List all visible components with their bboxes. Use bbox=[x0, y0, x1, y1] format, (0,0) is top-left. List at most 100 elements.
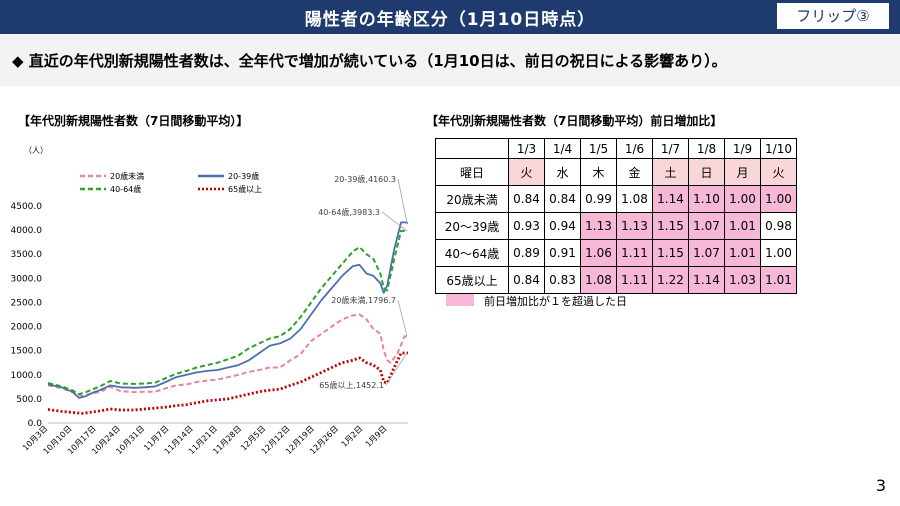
x-axis: 10月3日10月10日10月17日10月24日10月31日11月7日11月14日… bbox=[21, 422, 408, 456]
legend-label: 20-39歳 bbox=[228, 171, 259, 181]
row-label: 20歳未満 bbox=[435, 185, 509, 213]
table-row: 65歳以上 0.84 0.83 1.08 1.11 1.22 1.14 1.03 1.01 bbox=[435, 266, 797, 294]
y-tick-label: 3500.0 bbox=[11, 250, 43, 260]
end-label: 20歳未満,1796.7 bbox=[331, 295, 396, 305]
chart-legend: 20歳未満 20-39歳 40-64歳 65歳以上 bbox=[80, 171, 262, 194]
ratio-cell: 0.93 bbox=[508, 212, 545, 240]
highlight-swatch bbox=[446, 294, 474, 306]
ratio-cell: 1.14 bbox=[688, 266, 725, 294]
ratio-cell: 0.99 bbox=[580, 185, 617, 213]
y-tick-label: 2500.0 bbox=[11, 298, 43, 308]
y-tick-label: 1500.0 bbox=[11, 347, 43, 357]
date-row: 1/3 1/4 1/5 1/6 1/7 1/8 1/9 1/10 bbox=[435, 138, 797, 159]
series-line-0 bbox=[47, 313, 408, 397]
ratio-cell: 0.84 bbox=[508, 185, 545, 213]
ratio-cell: 1.14 bbox=[652, 185, 689, 213]
end-labels: 20歳未満,1796.7 20-39歳,4160.3 40-64歳,3983.3 65… bbox=[318, 174, 408, 390]
y-tick-label: 4500.0 bbox=[11, 202, 43, 212]
weekday-cell: 金 bbox=[616, 158, 653, 186]
leader-line bbox=[397, 178, 408, 223]
ratio-cell: 1.06 bbox=[580, 239, 617, 267]
ratio-cell: 0.91 bbox=[544, 239, 581, 267]
ratio-cell: 0.83 bbox=[544, 266, 581, 294]
ratio-cell: 1.15 bbox=[652, 239, 689, 267]
page-title: 陽性者の年齢区分（1月10日時点） bbox=[304, 10, 596, 30]
weekday-cell: 月 bbox=[724, 158, 761, 186]
page-number: 3 bbox=[875, 476, 886, 495]
corner-cell bbox=[435, 138, 509, 159]
date-header: 1/3 bbox=[508, 138, 545, 159]
ratio-cell: 0.89 bbox=[508, 239, 545, 267]
end-label: 65歳以上,1452.1 bbox=[319, 380, 384, 390]
legend-label: 40-64歳 bbox=[110, 184, 141, 194]
y-tick-label: 500.0 bbox=[16, 395, 42, 405]
y-tick-label: 0.0 bbox=[28, 419, 43, 429]
legend-label: 65歳以上 bbox=[228, 184, 262, 194]
date-header: 1/8 bbox=[688, 138, 725, 159]
ratio-cell: 1.00 bbox=[724, 185, 761, 213]
series-line-2 bbox=[47, 229, 408, 396]
series-lines bbox=[47, 221, 409, 415]
date-header: 1/6 bbox=[616, 138, 653, 159]
ratio-cell: 1.13 bbox=[616, 212, 653, 240]
ratio-cell: 0.84 bbox=[544, 185, 581, 213]
ratio-cell: 0.84 bbox=[508, 266, 545, 294]
row-label: 20～39歳 bbox=[435, 212, 509, 240]
ratio-cell: 0.98 bbox=[760, 212, 797, 240]
leader-line bbox=[381, 211, 408, 232]
weekday-cell: 日 bbox=[688, 158, 725, 186]
ratio-cell: 1.15 bbox=[652, 212, 689, 240]
ratio-cell: 1.13 bbox=[580, 212, 617, 240]
headline: ◆ 直近の年代別新規陽性者数は、全年代で増加が続いている（1月10日は、前日の祝… bbox=[12, 52, 727, 70]
series-line-3 bbox=[47, 351, 408, 415]
ratio-cell: 1.11 bbox=[616, 239, 653, 267]
weekday-cell: 木 bbox=[580, 158, 617, 186]
row-label: 40～64歳 bbox=[435, 239, 509, 267]
y-tick-label: 4000.0 bbox=[11, 226, 43, 236]
leader-line bbox=[385, 352, 408, 386]
weekday-cell: 火 bbox=[508, 158, 545, 186]
end-label: 20-39歳,4160.3 bbox=[334, 174, 396, 184]
ratio-cell: 1.01 bbox=[724, 212, 761, 240]
line-chart-title: 【年代別新規陽性者数（7日間移動平均）】 bbox=[18, 114, 249, 128]
table-title: 【年代別新規陽性者数（7日間移動平均）前日増加比】 bbox=[426, 114, 723, 128]
leader-line bbox=[397, 299, 408, 337]
row-label: 65歳以上 bbox=[435, 266, 509, 294]
y-tick-label: 3000.0 bbox=[11, 274, 43, 284]
date-header: 1/10 bbox=[760, 138, 797, 159]
y-tick-label: 1000.0 bbox=[11, 371, 43, 381]
ratio-table: 1/3 1/4 1/5 1/6 1/7 1/8 1/9 1/10 曜日 火水木金土日月火 20… bbox=[435, 138, 797, 294]
weekday-cell: 土 bbox=[652, 158, 689, 186]
ratio-cell: 1.08 bbox=[580, 266, 617, 294]
ratio-cell: 1.08 bbox=[616, 185, 653, 213]
ratio-cell: 1.00 bbox=[760, 239, 797, 267]
line-chart: （人） 20歳未満 20-39歳 40-64歳 65歳以上 0.0 500.0 1000.… bbox=[11, 146, 409, 456]
weekday-cell: 火 bbox=[760, 158, 797, 186]
y-unit: （人） bbox=[24, 146, 48, 155]
ratio-cell: 0.94 bbox=[544, 212, 581, 240]
date-header: 1/7 bbox=[652, 138, 689, 159]
ratio-cell: 1.01 bbox=[724, 239, 761, 267]
flip-label: フリップ③ bbox=[776, 2, 890, 30]
weekday-header: 曜日 bbox=[435, 158, 509, 186]
ratio-cell: 1.11 bbox=[616, 266, 653, 294]
ratio-cell: 1.03 bbox=[724, 266, 761, 294]
weekday-row: 曜日 火水木金土日月火 bbox=[435, 158, 797, 186]
ratio-cell: 1.01 bbox=[760, 266, 797, 294]
ratio-cell: 1.22 bbox=[652, 266, 689, 294]
y-axis: 0.0 500.0 1000.0 1500.0 2000.0 2500.0 3000.0 35… bbox=[11, 202, 43, 429]
headline-bar: ◆ 直近の年代別新規陽性者数は、全年代で増加が続いている（1月10日は、前日の祝… bbox=[0, 34, 900, 86]
date-header: 1/5 bbox=[580, 138, 617, 159]
ratio-cell: 1.00 bbox=[760, 185, 797, 213]
table-row: 40～64歳 0.89 0.91 1.06 1.11 1.15 1.07 1.01 1.00 bbox=[435, 239, 797, 267]
date-header: 1/9 bbox=[724, 138, 761, 159]
series-line-1 bbox=[47, 221, 409, 399]
table-row: 20～39歳 0.93 0.94 1.13 1.13 1.15 1.07 1.01 0.98 bbox=[435, 212, 797, 240]
highlight-legend: 前日増加比が１を超過した日 bbox=[484, 295, 627, 308]
ratio-cell: 1.10 bbox=[688, 185, 725, 213]
end-label: 40-64歳,3983.3 bbox=[318, 207, 380, 217]
weekday-cell: 水 bbox=[544, 158, 581, 186]
title-banner: 陽性者の年齢区分（1月10日時点） bbox=[0, 0, 900, 34]
ratio-cell: 1.07 bbox=[688, 212, 725, 240]
table-row: 20歳未満 0.84 0.84 0.99 1.08 1.14 1.10 1.00 1.00 bbox=[435, 185, 797, 213]
